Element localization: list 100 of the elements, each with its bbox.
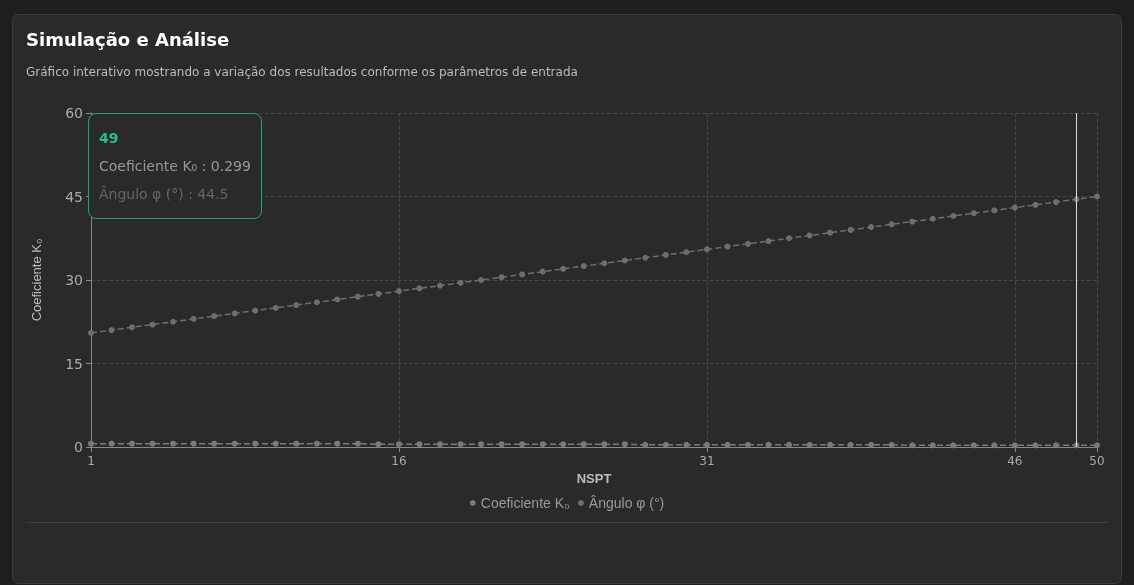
point <box>929 215 936 222</box>
point <box>970 210 977 217</box>
point <box>1011 442 1018 449</box>
point <box>478 441 485 448</box>
point <box>929 442 936 449</box>
point <box>354 440 361 447</box>
y-tick-label: 0 <box>74 439 83 455</box>
point <box>765 441 772 448</box>
point <box>888 441 895 448</box>
point <box>560 265 567 272</box>
point <box>437 282 444 289</box>
point <box>108 327 115 334</box>
point <box>724 243 731 250</box>
y-tick-label: 45 <box>65 188 83 205</box>
point <box>744 240 751 247</box>
point <box>211 440 218 447</box>
point <box>868 224 875 231</box>
point <box>252 307 259 314</box>
point <box>539 441 546 448</box>
point <box>190 440 197 447</box>
legend-label: Ângulo φ (°) <box>588 495 665 511</box>
point <box>170 440 177 447</box>
point <box>272 440 279 447</box>
x-axis-title: NSPT <box>576 470 612 486</box>
point <box>662 251 669 258</box>
point <box>786 235 793 242</box>
point <box>395 288 402 295</box>
chart-title: Simulação e Análise <box>26 29 230 50</box>
point <box>375 441 382 448</box>
point <box>744 441 751 448</box>
point <box>211 313 218 320</box>
point <box>457 441 464 448</box>
point <box>457 279 464 286</box>
point <box>272 304 279 311</box>
point <box>970 442 977 449</box>
point <box>334 296 341 303</box>
point <box>354 293 361 300</box>
point <box>190 315 197 322</box>
point <box>395 441 402 448</box>
point <box>909 442 916 449</box>
point <box>601 260 608 267</box>
point <box>1032 442 1039 449</box>
point <box>847 226 854 233</box>
point <box>703 441 710 448</box>
point <box>478 277 485 283</box>
point <box>519 441 526 448</box>
point <box>519 271 526 278</box>
x-tick-label: 31 <box>699 454 715 468</box>
point <box>1052 442 1059 449</box>
point <box>498 441 505 448</box>
point <box>621 441 628 448</box>
point <box>786 441 793 448</box>
point <box>334 440 341 447</box>
point <box>662 441 669 448</box>
point <box>313 440 320 447</box>
point <box>375 290 382 297</box>
point <box>416 441 423 448</box>
point <box>498 274 505 281</box>
point <box>560 441 567 448</box>
point <box>170 318 177 325</box>
point <box>88 329 94 336</box>
point <box>539 268 546 275</box>
point <box>991 207 998 214</box>
point <box>1052 199 1059 206</box>
legend-label: Coeficiente K₀ <box>480 495 571 511</box>
y-tick-label: 60 <box>65 105 83 121</box>
annotation: Coeficiente K₀ : 0.299 <box>99 157 251 176</box>
point <box>642 254 649 261</box>
point <box>806 441 813 448</box>
x-tick-label: 16 <box>391 454 407 468</box>
point <box>888 221 895 228</box>
point <box>129 440 136 447</box>
point <box>642 441 649 448</box>
x-tick-label: 46 <box>1007 454 1023 468</box>
tooltip-box: 49 Coeficiente K₀ : 0.299 Ângulo φ (°) : 44.5 <box>88 113 262 219</box>
point <box>580 441 587 448</box>
point <box>868 441 875 448</box>
point <box>293 302 300 309</box>
point <box>252 440 259 447</box>
point <box>683 441 690 448</box>
point <box>806 232 813 239</box>
point <box>991 442 998 449</box>
point <box>724 441 731 448</box>
y-tick-label: 30 <box>65 272 83 288</box>
point <box>621 257 628 264</box>
point <box>847 441 854 448</box>
point <box>827 229 834 236</box>
point <box>601 441 608 448</box>
point <box>1011 204 1018 211</box>
x-tick-label: 50 <box>1089 454 1105 468</box>
point <box>149 321 156 328</box>
point <box>950 212 957 219</box>
point <box>231 310 238 317</box>
point <box>1094 442 1100 449</box>
annotation: Ângulo φ (°) : 44.5 <box>99 184 230 204</box>
point <box>437 441 444 448</box>
y-tick-label: 15 <box>65 355 83 372</box>
point <box>703 246 710 253</box>
chart-subtitle: Gráfico interativo mostrando a variação dos resultados conforme os parâmetros de entrada <box>26 65 578 79</box>
point <box>231 440 238 447</box>
